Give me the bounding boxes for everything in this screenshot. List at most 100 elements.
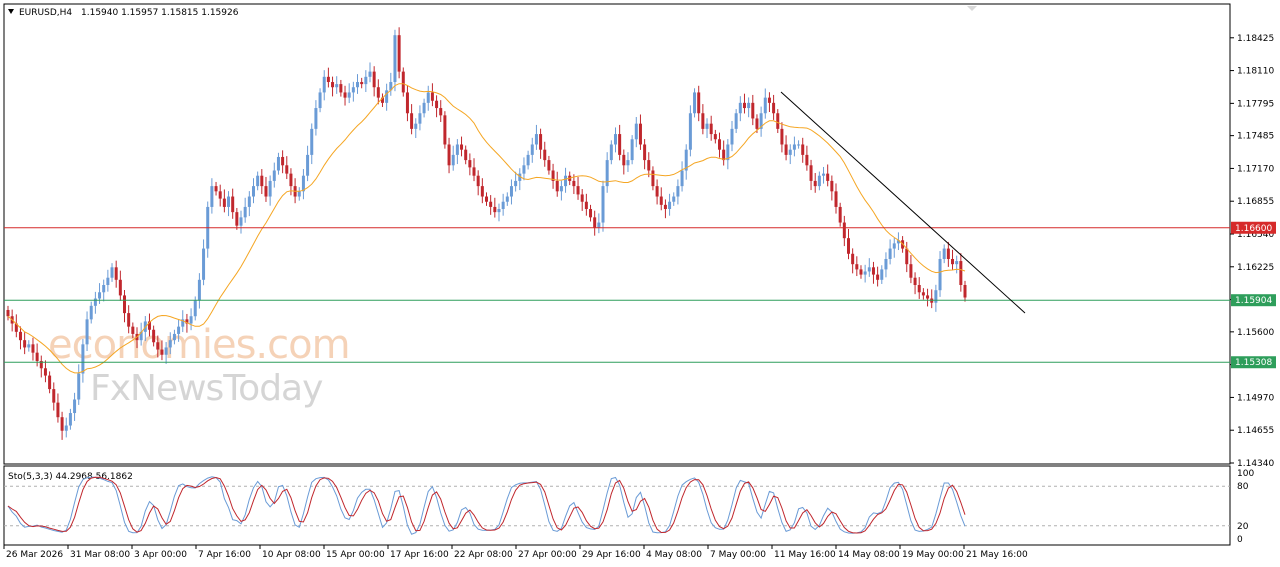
oscillator-axis: 100 80 20 0 (1237, 469, 1254, 545)
oscillator-scale-label: 20 (1237, 522, 1249, 532)
candle-body (876, 274, 880, 280)
candle-body (564, 175, 568, 187)
candle-body (505, 196, 509, 202)
candle-body (335, 84, 339, 88)
candle-body (389, 82, 393, 91)
candle-body (597, 222, 601, 228)
candle-body (514, 180, 518, 187)
candle-body (626, 160, 630, 166)
candle-body (963, 285, 967, 298)
time-tick-label: 7 May 00:00 (710, 550, 766, 560)
candle-body (123, 295, 127, 314)
candle-body (559, 186, 563, 192)
time-tick-label: 19 May 00:00 (902, 550, 964, 560)
candle-body (447, 144, 451, 166)
candle-body (347, 92, 351, 98)
candle-body (214, 186, 218, 192)
candle-body (60, 417, 64, 431)
candle-body (946, 248, 950, 259)
candle-body (638, 123, 642, 145)
candle-body (747, 102, 751, 109)
candle-body (239, 217, 243, 226)
candle-body (880, 269, 884, 280)
candle-body (822, 173, 826, 176)
price-tick-label: 1.15600 (1237, 328, 1274, 338)
candle-body (351, 87, 355, 93)
oscillator-scale-label: 0 (1237, 535, 1243, 545)
candle-body (647, 160, 651, 171)
candle-body (227, 196, 231, 207)
price-tick-label: 1.18425 (1237, 34, 1274, 44)
level-price-tag (1231, 221, 1276, 234)
candle-body (934, 290, 938, 303)
trendline-line[interactable] (780, 91, 1026, 314)
candle-body (39, 360, 43, 369)
candle-body (397, 35, 401, 72)
oscillator-frame (3, 465, 1231, 546)
candle-body (106, 277, 110, 286)
candle-body (618, 134, 622, 155)
candle-body (405, 92, 409, 114)
candle-body (863, 271, 867, 275)
level-price-tag (1231, 356, 1276, 369)
oscillator-label: Sto(5,3,3) 44.2968 56.1862 (8, 472, 133, 482)
time-tick-label: 21 May 16:00 (966, 550, 1028, 560)
candle-body (64, 425, 68, 431)
candle-body (102, 285, 106, 293)
candle-body (231, 196, 235, 213)
oscillator-scale-label: 100 (1237, 469, 1254, 479)
candle-body (684, 149, 688, 171)
time-tick-label: 29 Apr 16:00 (582, 550, 641, 560)
candle-body (306, 154, 310, 176)
candle-body (921, 292, 925, 296)
candle-body (572, 180, 576, 187)
trendline[interactable] (780, 91, 1026, 314)
candle-body (260, 175, 264, 187)
candle-body (235, 212, 239, 226)
candle-body (422, 102, 426, 114)
shift-marker-icon[interactable] (967, 6, 977, 11)
candle-body (222, 198, 226, 207)
candle-body (460, 144, 464, 150)
candle-body (110, 267, 114, 278)
candle-body (31, 344, 35, 353)
dropdown-icon[interactable] (8, 9, 14, 14)
candle-body (476, 175, 480, 187)
candle-body (202, 248, 206, 280)
candle-body (734, 113, 738, 129)
candle-body (251, 186, 255, 197)
candle-body (193, 300, 197, 317)
candle-body (56, 402, 60, 418)
time-tick-label: 11 May 16:00 (774, 550, 836, 560)
candle-body (497, 209, 501, 213)
watermark-line2: FxNewsToday (90, 368, 323, 409)
price-tick-label: 1.14970 (1237, 393, 1274, 403)
stochastic-signal-line (7, 476, 966, 534)
candle-body (913, 277, 917, 286)
ohlc-values: 1.15940 1.15957 1.15815 1.15926 (81, 8, 239, 18)
candle-body (314, 108, 318, 129)
level-price-label: 1.15904 (1235, 296, 1272, 306)
candle-body (867, 267, 871, 272)
candle-body (688, 113, 692, 150)
candle-body (480, 186, 484, 197)
candle-body (98, 292, 102, 299)
candle-body (301, 175, 305, 192)
candle-body (114, 267, 118, 280)
horizontal-levels[interactable]: 1.16600 1.15904 1.15308 (4, 221, 1276, 369)
time-tick-label: 22 Apr 08:00 (454, 550, 513, 560)
candle-body (14, 323, 18, 332)
candle-body (826, 173, 830, 181)
candle-body (780, 128, 784, 145)
candle-body (414, 123, 418, 129)
candle-body (401, 71, 405, 93)
candle-body (185, 319, 189, 324)
candle-body (93, 298, 97, 306)
candle-body (18, 331, 22, 341)
candle-body (817, 175, 821, 187)
candle-body (576, 186, 580, 195)
level-price-label: 1.15308 (1235, 358, 1272, 368)
candle-body (959, 261, 963, 286)
price-axis: 1.18425 1.18110 1.17795 1.17485 1.17170 1.168… (1230, 34, 1274, 469)
